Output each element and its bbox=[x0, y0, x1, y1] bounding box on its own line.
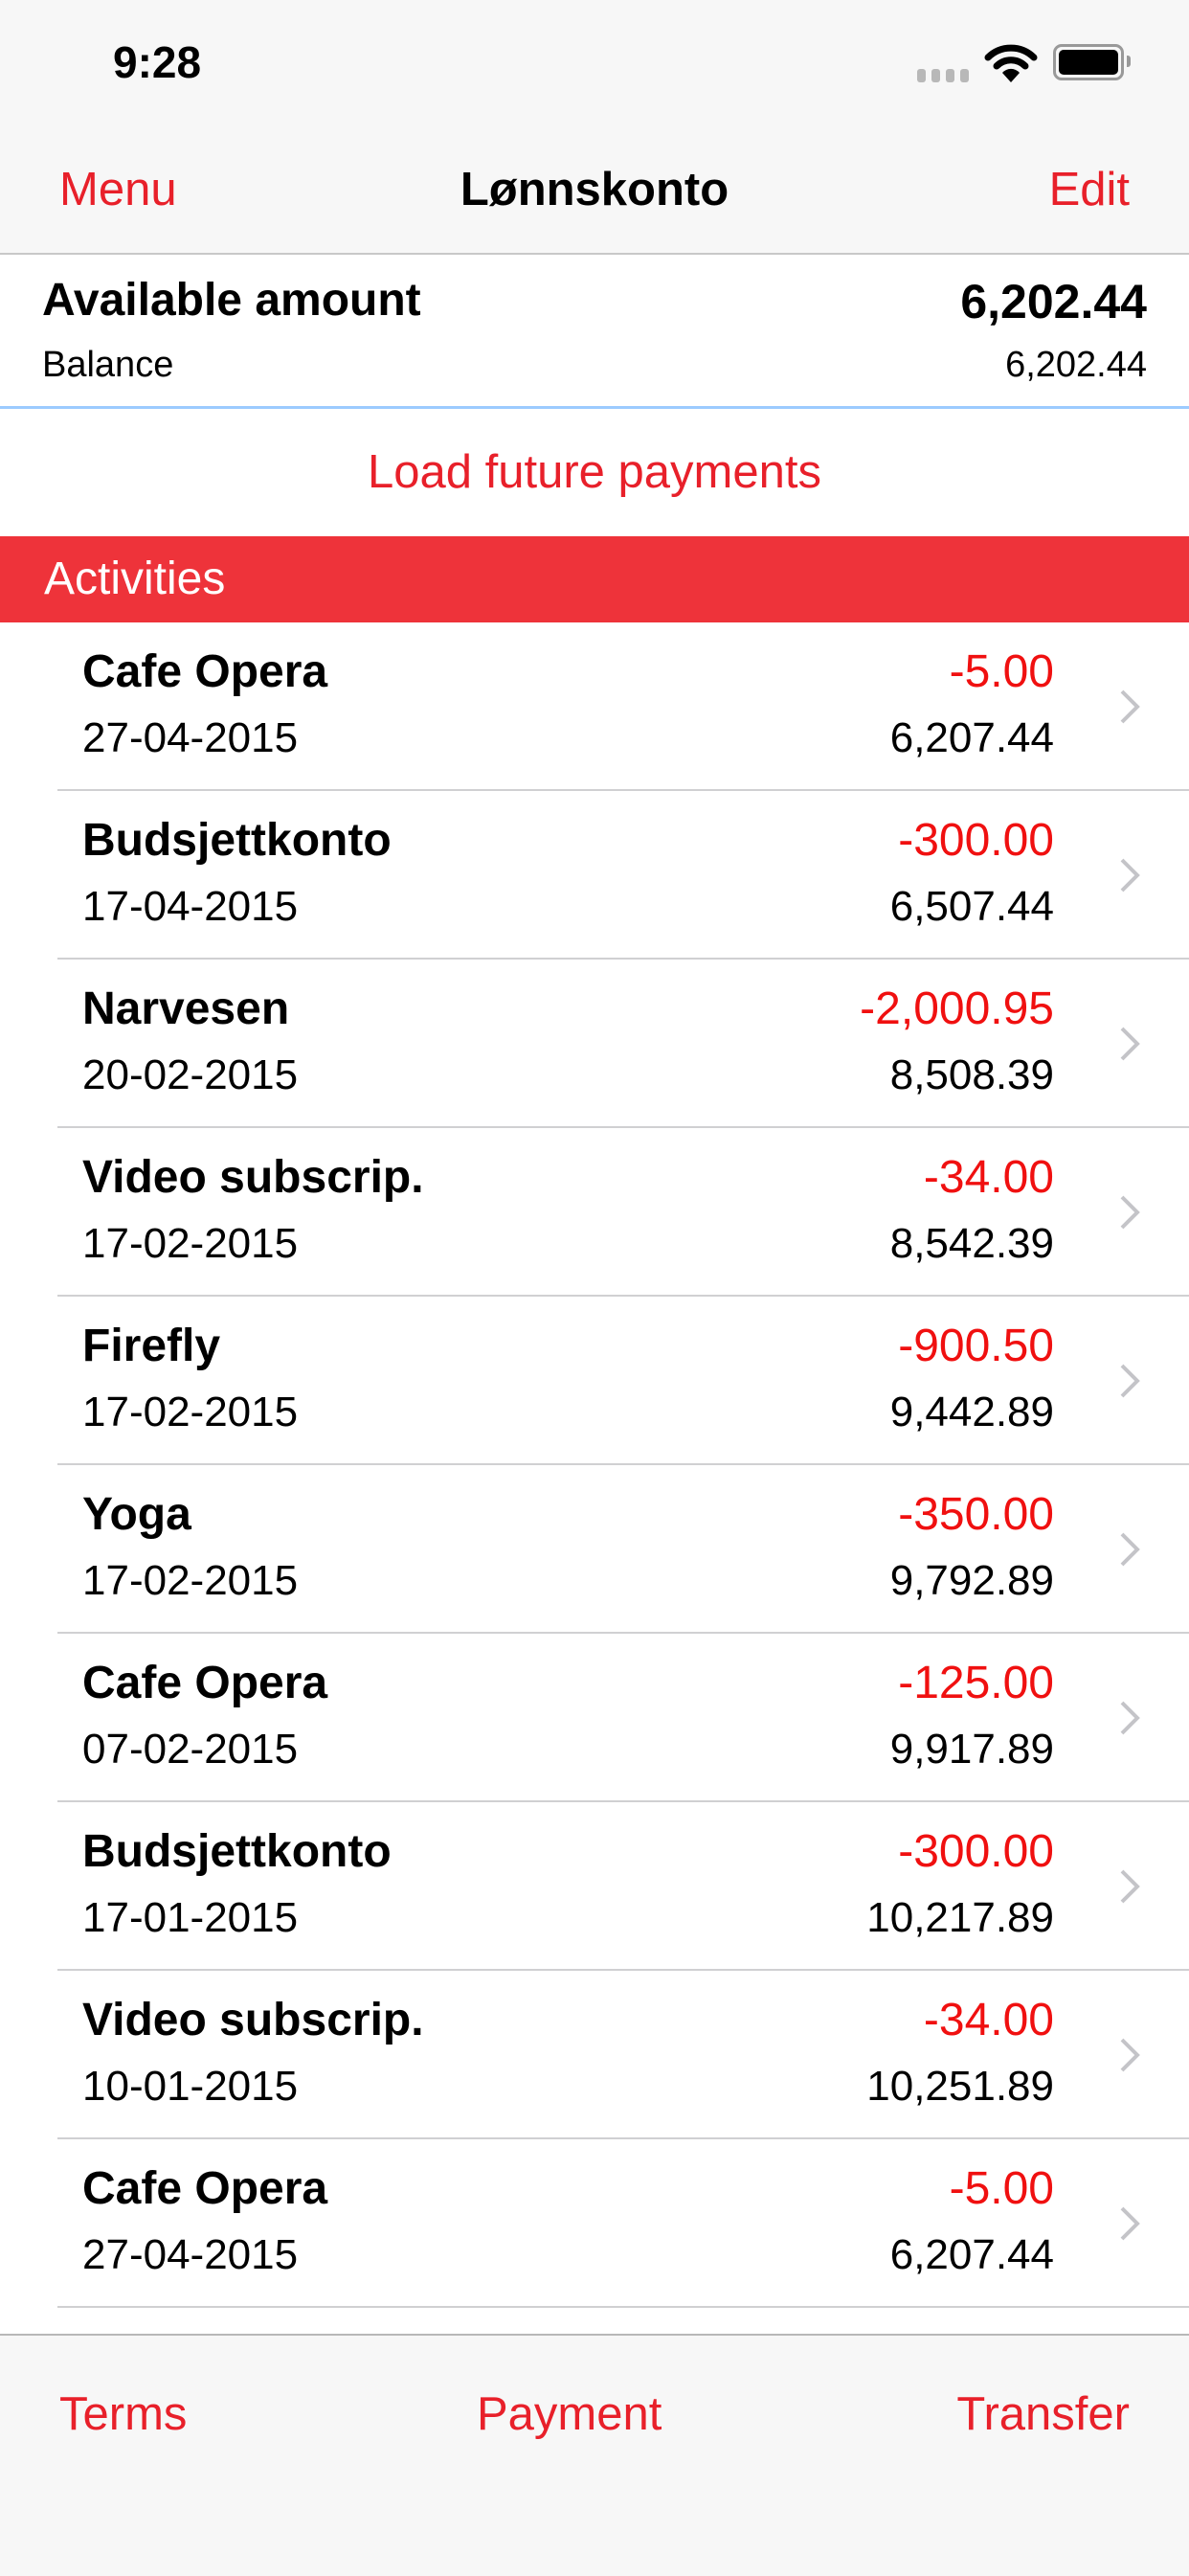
activity-balance: 9,442.89 bbox=[889, 1389, 1054, 1435]
wifi-icon bbox=[984, 44, 1038, 82]
activity-amount: -900.50 bbox=[898, 1321, 1054, 1371]
edit-button[interactable]: Edit bbox=[1048, 164, 1130, 215]
available-amount-value: 6,202.44 bbox=[960, 275, 1147, 328]
activity-name: Budsjettkonto bbox=[82, 815, 392, 866]
chevron-right-icon bbox=[1120, 689, 1140, 724]
chevron-right-icon bbox=[1120, 1195, 1140, 1230]
activity-name: Cafe Opera bbox=[82, 646, 328, 697]
payment-button[interactable]: Payment bbox=[477, 2388, 662, 2440]
activity-date: 17-04-2015 bbox=[82, 883, 299, 930]
bottom-toolbar: Terms Payment Transfer bbox=[0, 2334, 1189, 2576]
balance-value: 6,202.44 bbox=[1005, 345, 1147, 385]
account-summary: Available amount 6,202.44 Balance 6,202.… bbox=[0, 255, 1189, 409]
nav-bar: Menu Lønnskonto Edit bbox=[0, 134, 1189, 255]
status-time: 9:28 bbox=[113, 37, 202, 87]
activity-amount: -34.00 bbox=[923, 1152, 1054, 1203]
activity-amount: -125.00 bbox=[898, 1658, 1054, 1708]
section-title: Activities bbox=[44, 554, 226, 604]
activity-date: 17-02-2015 bbox=[82, 1389, 299, 1435]
activity-date: 07-02-2015 bbox=[82, 1726, 299, 1773]
activity-balance: 10,217.89 bbox=[866, 1894, 1054, 1941]
activity-date: 27-04-2015 bbox=[82, 714, 299, 761]
page-title: Lønnskonto bbox=[460, 164, 729, 215]
activity-amount: -34.00 bbox=[923, 1995, 1054, 2045]
balance-label: Balance bbox=[42, 345, 174, 385]
activity-balance: 10,251.89 bbox=[866, 2063, 1054, 2110]
available-amount-label: Available amount bbox=[42, 275, 421, 326]
activity-row[interactable]: Firefly 17-02-2015 -900.50 9,442.89 bbox=[57, 1297, 1189, 1465]
activity-balance: 6,207.44 bbox=[889, 2231, 1054, 2278]
battery-icon bbox=[1053, 44, 1131, 80]
chevron-right-icon bbox=[1120, 1701, 1140, 1735]
activities-section-header: Activities bbox=[0, 536, 1189, 622]
activity-balance: 8,542.39 bbox=[889, 1220, 1054, 1267]
activity-row[interactable]: Cafe Opera 27-04-2015 -5.00 6,207.44 bbox=[57, 2139, 1189, 2308]
terms-button[interactable]: Terms bbox=[59, 2388, 188, 2440]
activity-name: Cafe Opera bbox=[82, 2163, 328, 2214]
activity-name: Firefly bbox=[82, 1321, 221, 1371]
activity-date: 17-02-2015 bbox=[82, 1220, 299, 1267]
activity-balance: 6,507.44 bbox=[889, 883, 1054, 930]
activity-amount: -350.00 bbox=[898, 1489, 1054, 1540]
activity-date: 10-01-2015 bbox=[82, 2063, 299, 2110]
chevron-right-icon bbox=[1120, 1869, 1140, 1904]
activity-row[interactable]: Cafe Opera 27-04-2015 -5.00 6,207.44 bbox=[57, 622, 1189, 791]
activity-date: 17-01-2015 bbox=[82, 1894, 299, 1941]
activity-name: Video subscrip. bbox=[82, 1995, 424, 2045]
activity-balance: 6,207.44 bbox=[889, 714, 1054, 761]
activity-balance: 9,917.89 bbox=[889, 1726, 1054, 1773]
activity-name: Budsjettkonto bbox=[82, 1826, 392, 1877]
load-future-payments-button[interactable]: Load future payments bbox=[368, 446, 821, 498]
activity-date: 27-04-2015 bbox=[82, 2231, 299, 2278]
status-bar: 9:28 bbox=[0, 0, 1189, 134]
activity-row[interactable]: Narvesen 20-02-2015 -2,000.95 8,508.39 bbox=[57, 960, 1189, 1128]
activity-balance: 8,508.39 bbox=[889, 1051, 1054, 1098]
activity-name: Yoga bbox=[82, 1489, 191, 1540]
activity-amount: -300.00 bbox=[898, 1826, 1054, 1877]
activity-name: Video subscrip. bbox=[82, 1152, 424, 1203]
activity-date: 17-02-2015 bbox=[82, 1557, 299, 1604]
activity-row[interactable]: Cafe Opera 07-02-2015 -125.00 9,917.89 bbox=[57, 1634, 1189, 1802]
activity-amount: -5.00 bbox=[949, 646, 1054, 697]
activity-row[interactable]: Yoga 17-02-2015 -350.00 9,792.89 bbox=[57, 1465, 1189, 1634]
activity-amount: -5.00 bbox=[949, 2163, 1054, 2214]
activity-row[interactable]: Budsjettkonto 17-01-2015 -300.00 10,217.89 bbox=[57, 1802, 1189, 1971]
activity-row[interactable]: Video subscrip. 17-02-2015 -34.00 8,542.39 bbox=[57, 1128, 1189, 1297]
chevron-right-icon bbox=[1120, 2038, 1140, 2072]
cellular-signal-icon bbox=[917, 69, 969, 82]
menu-button[interactable]: Menu bbox=[59, 164, 177, 215]
transfer-button[interactable]: Transfer bbox=[956, 2388, 1130, 2440]
activities-list[interactable]: Cafe Opera 27-04-2015 -5.00 6,207.44 Budsjet… bbox=[0, 622, 1189, 2308]
activity-name: Narvesen bbox=[82, 983, 290, 1034]
chevron-right-icon bbox=[1120, 858, 1140, 893]
activity-name: Cafe Opera bbox=[82, 1658, 328, 1708]
chevron-right-icon bbox=[1120, 1532, 1140, 1567]
chevron-right-icon bbox=[1120, 1364, 1140, 1398]
chevron-right-icon bbox=[1120, 1027, 1140, 1061]
activity-row[interactable]: Budsjettkonto 17-04-2015 -300.00 6,507.44 bbox=[57, 791, 1189, 960]
activity-balance: 9,792.89 bbox=[889, 1557, 1054, 1604]
activity-amount: -2,000.95 bbox=[860, 983, 1054, 1034]
activity-row[interactable]: Video subscrip. 10-01-2015 -34.00 10,251.89 bbox=[57, 1971, 1189, 2139]
activity-amount: -300.00 bbox=[898, 815, 1054, 866]
chevron-right-icon bbox=[1120, 2206, 1140, 2241]
activity-date: 20-02-2015 bbox=[82, 1051, 299, 1098]
